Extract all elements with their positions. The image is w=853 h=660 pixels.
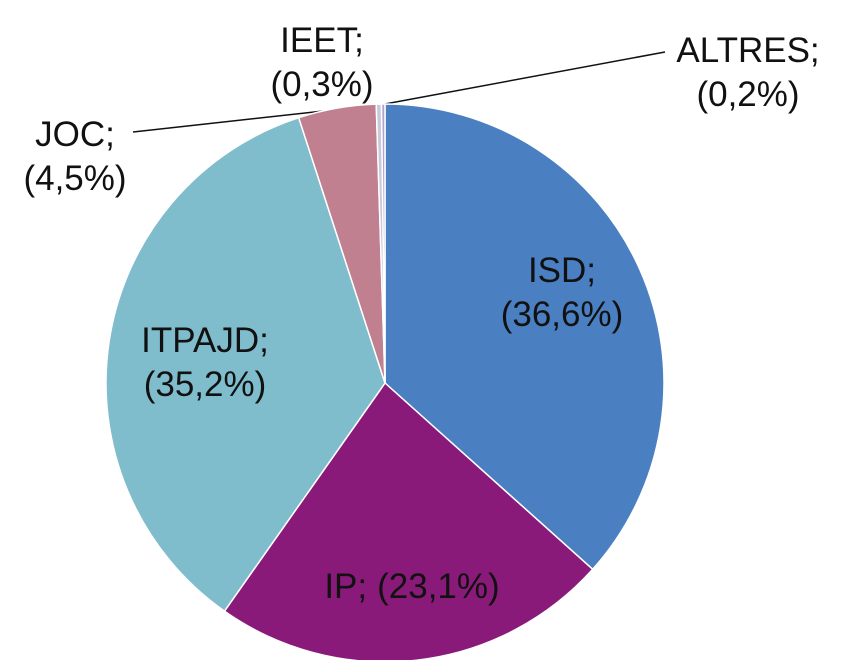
data-label: IP; (23,1%) [324,567,499,606]
data-label: IEET; (0,3%) [270,21,373,104]
data-label: ITPAJD; (35,2%) [141,321,269,404]
value-label: (0,2%) [696,75,799,114]
value-label: (0,3%) [270,65,373,104]
pie-slice [105,116,386,613]
category-label: IEET; [280,21,364,60]
category-label: ITPAJD; [141,321,269,360]
pie-slice [223,381,594,660]
category-label: JOC; [35,115,115,154]
data-label: JOC; (4,5%) [23,115,126,198]
slices [105,103,665,660]
value-label: (23,1%) [377,567,500,606]
category-label: ISD; [528,251,596,290]
value-label: (35,2%) [144,365,267,404]
data-label: ALTRES; (0,2%) [676,31,819,114]
data-label: ISD; (36,6%) [501,251,624,334]
pie-slice [384,103,665,571]
category-label: ALTRES; [676,31,819,70]
category-label: IP; [324,567,367,606]
value-label: (36,6%) [501,295,624,334]
value-label: (4,5%) [23,159,126,198]
pie-slice [380,103,386,384]
leader-line [384,51,666,105]
